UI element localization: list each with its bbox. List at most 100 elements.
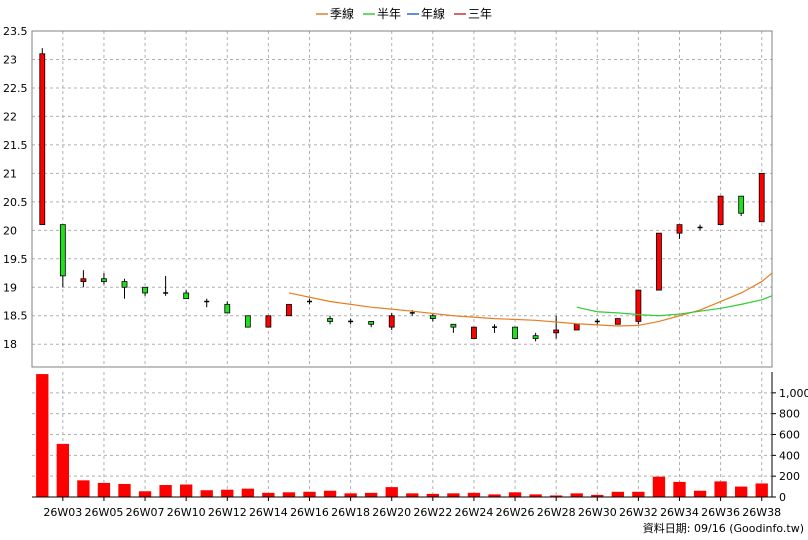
x-tick-label: 26W24 <box>455 506 494 519</box>
x-tick-label: 26W20 <box>372 506 411 519</box>
candle-body <box>183 292 190 300</box>
volume-bar <box>323 490 337 497</box>
x-tick-label: 26W34 <box>660 506 699 519</box>
price-panel-frame <box>31 30 773 368</box>
volume-bar <box>262 492 275 497</box>
price-tick-label: 18 <box>3 338 17 351</box>
volume-bars <box>36 374 768 497</box>
candle-body <box>429 315 436 319</box>
candle-body <box>738 195 745 214</box>
volume-bar <box>159 485 172 497</box>
x-tick-label: 26W36 <box>701 506 740 519</box>
price-tick-label: 22 <box>3 110 17 123</box>
volume-tick-label: 800 <box>779 408 800 421</box>
volume-bar <box>447 493 460 497</box>
data-date-footer: 資料日期: 09/16 (Goodinfo.tw) <box>643 521 804 535</box>
volume-bar <box>56 443 69 497</box>
price-tick-label: 21.5 <box>3 139 28 152</box>
volume-bar <box>529 494 542 497</box>
candle-body <box>614 318 621 325</box>
volume-bar <box>652 476 666 497</box>
volume-bar <box>550 495 563 497</box>
candle-body <box>635 289 642 322</box>
chart-grid <box>32 30 772 498</box>
volume-bar <box>467 492 481 497</box>
volume-bar <box>735 486 748 497</box>
volume-bar <box>200 490 213 497</box>
price-tick-label: 20.5 <box>3 196 28 209</box>
legend-entry: 半年 <box>377 7 401 21</box>
candle-body <box>224 303 231 314</box>
candle-body <box>388 315 395 328</box>
candle-body <box>80 278 87 282</box>
x-tick-label: 26W03 <box>43 506 82 519</box>
volume-bar <box>591 494 604 497</box>
volume-bar <box>97 482 111 497</box>
price-tick-label: 18.5 <box>3 310 28 323</box>
candle-body <box>39 53 46 226</box>
candle-body <box>265 315 272 328</box>
candle-body <box>121 281 128 288</box>
volume-bar <box>570 493 583 497</box>
candle-body <box>471 326 477 339</box>
legend-entry: 年線 <box>421 6 445 21</box>
candle-body <box>512 326 518 339</box>
x-axis-ticks: 26W03 26W05 26W07 26W10 26W12 26W14 26W16 26W18… <box>43 497 781 519</box>
x-tick-label: 26W32 <box>619 506 658 519</box>
candle-body <box>450 323 457 328</box>
price-tick-label: 23 <box>3 53 17 66</box>
x-tick-label: 26W14 <box>249 506 288 519</box>
candle-body <box>758 172 765 223</box>
x-tick-label: 26W22 <box>413 506 452 519</box>
candle-body <box>368 321 375 325</box>
volume-bar <box>303 491 316 497</box>
price-tick-label: 21 <box>3 167 17 180</box>
volume-bar <box>36 374 49 497</box>
volume-bar <box>488 494 501 497</box>
volume-bar <box>611 491 624 497</box>
volume-bar <box>426 493 439 497</box>
price-tick-label: 19 <box>3 281 17 294</box>
volume-bar <box>221 489 234 497</box>
volume-bar <box>118 483 131 497</box>
candle-body <box>286 303 292 317</box>
x-tick-label: 26W28 <box>537 506 576 519</box>
chart-legend: 季線 半年 年線 三年 <box>316 6 492 21</box>
moving-averages <box>288 272 773 327</box>
volume-tick-label: 1,000 <box>779 387 808 400</box>
volume-bar <box>693 490 707 497</box>
x-tick-label: 26W16 <box>290 506 329 519</box>
volume-tick-label: 0 <box>779 491 786 504</box>
candle-body <box>676 224 683 234</box>
volume-bar <box>755 483 768 497</box>
volume-bar <box>385 487 398 497</box>
volume-bar <box>180 484 193 497</box>
candle-body <box>244 315 251 328</box>
candle-body <box>573 323 580 331</box>
price-tick-label: 20 <box>3 224 17 237</box>
volume-bar <box>344 493 357 497</box>
price-axis-ticks: 23.5 23 22.5 22 21.5 21 20.5 20 19.5 19 18.5 18 <box>3 25 28 351</box>
candle-body <box>532 335 539 339</box>
price-candles <box>39 48 765 342</box>
legend-entry: 三年 <box>468 7 492 21</box>
candle-body <box>59 224 66 277</box>
x-tick-label: 26W26 <box>496 506 535 519</box>
candle-body <box>553 329 560 334</box>
volume-tick-label: 600 <box>779 429 800 442</box>
volume-bar <box>138 491 152 497</box>
volume-tick-label: 200 <box>779 470 800 483</box>
x-tick-label: 26W18 <box>331 506 370 519</box>
legend-entry: 季線 <box>330 6 354 21</box>
volume-bar <box>406 493 419 497</box>
volume-bar <box>508 492 522 497</box>
candle-body <box>142 286 148 294</box>
volume-axis-ticks: 1,000 800 600 400 200 0 <box>772 387 808 504</box>
candle-body <box>101 278 107 282</box>
ma-quarter-line <box>288 272 773 327</box>
x-tick-label: 26W10 <box>167 506 206 519</box>
x-tick-label: 26W05 <box>85 506 124 519</box>
candle-body <box>717 195 724 226</box>
ma-halfyear-line <box>576 295 773 317</box>
